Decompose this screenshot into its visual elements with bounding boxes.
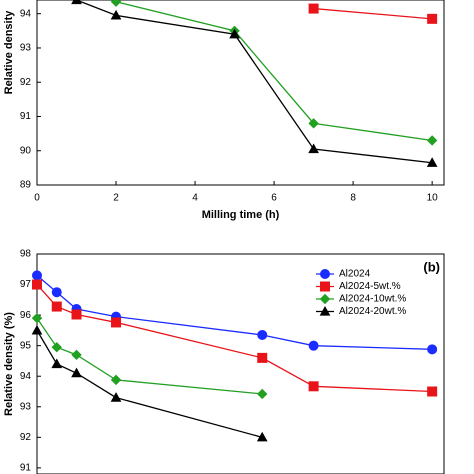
marker [110, 392, 122, 402]
marker [308, 143, 319, 154]
y-tick-label: 93 [20, 401, 32, 412]
y-tick-label: 98 [20, 249, 32, 260]
series-line [313, 7, 433, 20]
marker [110, 0, 122, 7]
marker [426, 157, 438, 167]
marker [320, 281, 330, 292]
marker [256, 431, 268, 442]
marker [51, 301, 62, 312]
y-tick-label: 92 [20, 432, 32, 443]
x-tick-label: 10 [427, 193, 439, 204]
series-line [36, 330, 263, 438]
marker [308, 381, 319, 392]
marker [308, 340, 319, 351]
marker [229, 28, 240, 39]
marker [319, 305, 331, 316]
series-line [115, 1, 433, 142]
marker [257, 388, 268, 400]
x-tick-label: 0 [34, 193, 40, 204]
y-tick-label: 97 [20, 279, 32, 290]
y-tick-label: 94 [20, 8, 32, 19]
marker [427, 386, 438, 397]
marker [111, 317, 122, 328]
marker [71, 367, 82, 378]
y-tick-label: 90 [20, 145, 32, 156]
y-tick-label: 92 [20, 77, 32, 88]
marker [71, 0, 82, 5]
y-tick-label: 89 [20, 180, 32, 191]
marker [427, 344, 438, 355]
y-axis-label: Relative density [3, 10, 15, 95]
y-tick-label: 91 [20, 111, 32, 122]
marker [31, 312, 43, 324]
y-axis-label: Relative density (%) [3, 312, 15, 416]
marker [257, 352, 268, 363]
x-axis-label: Milling time (h) [202, 209, 280, 221]
plot-frame [36, 0, 445, 186]
x-tick-label: 2 [113, 193, 119, 204]
legend-label: Al2024-5wt.% [339, 281, 401, 292]
series-line [76, 0, 433, 164]
marker [51, 358, 63, 369]
marker [308, 3, 319, 14]
marker [320, 269, 330, 279]
marker [308, 118, 319, 129]
legend-label: Al2024-10wt.% [339, 294, 406, 305]
y-tick-label: 91 [20, 463, 32, 474]
y-tick-label: 95 [20, 340, 32, 351]
marker [51, 287, 62, 298]
y-tick-label: 94 [20, 371, 32, 382]
marker [427, 13, 438, 24]
x-tick-label: 4 [192, 193, 198, 204]
plot-frame [36, 253, 445, 474]
marker [71, 309, 82, 320]
series-line [36, 317, 263, 395]
marker [31, 324, 43, 335]
marker [32, 270, 42, 281]
marker [110, 9, 122, 20]
marker [319, 293, 331, 305]
legend-label: Al2024-20wt.% [339, 306, 406, 317]
marker [32, 279, 42, 290]
marker [257, 329, 268, 340]
y-tick-label: 93 [20, 43, 32, 54]
legend-label: Al2024 [339, 269, 371, 280]
y-tick-label: 96 [20, 310, 32, 321]
marker [426, 135, 438, 146]
marker [71, 349, 82, 361]
marker [51, 341, 62, 353]
x-tick-label: 8 [350, 193, 356, 204]
panel-label: (b) [423, 259, 440, 274]
x-tick-label: 6 [271, 193, 277, 204]
marker [110, 374, 122, 386]
